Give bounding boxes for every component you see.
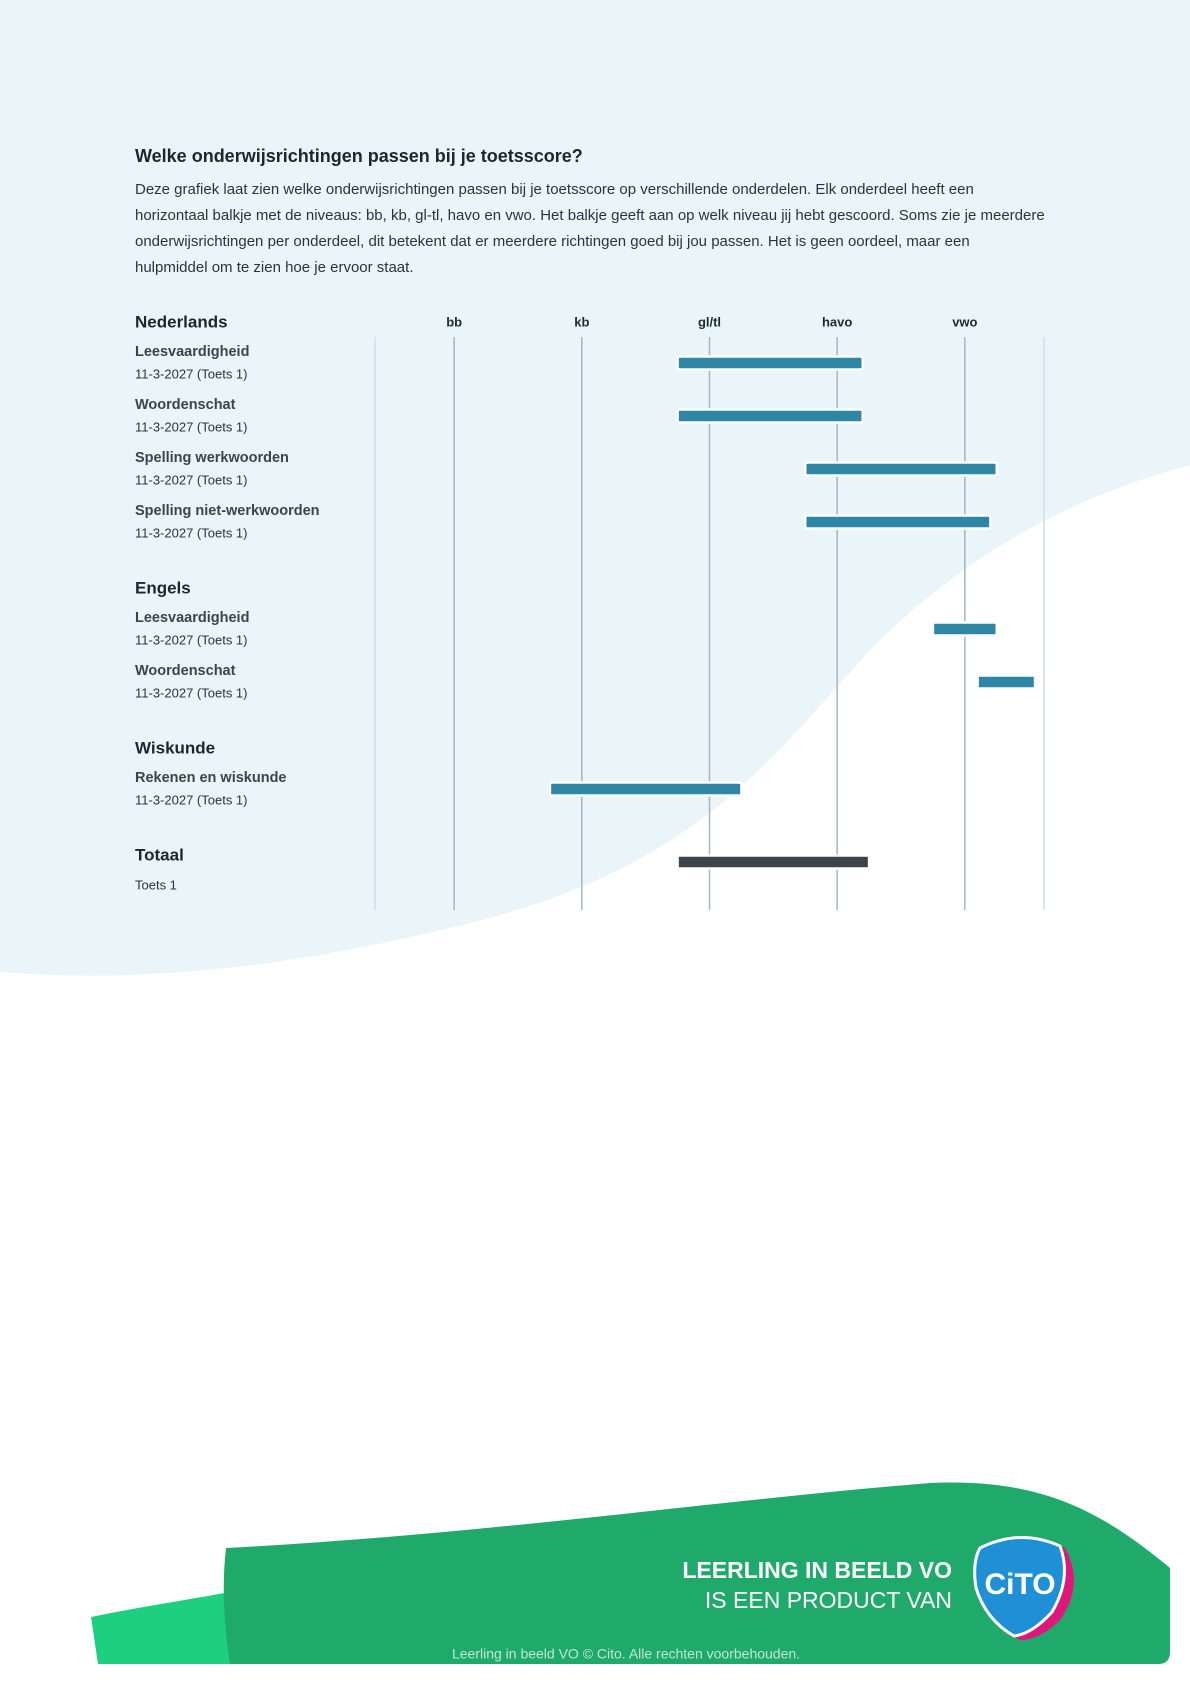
footer-accent [91,1590,240,1664]
background-wave [0,0,1190,976]
header: Welke onderwijsrichtingen passen bij je … [135,146,1045,281]
logo-text: CiTO [984,1568,1055,1601]
group-title: Engels [135,578,191,597]
item-date: 11-3-2027 (Toets 1) [135,525,248,540]
item-label: Woordenschat [135,397,236,413]
range-bar [676,355,864,371]
range-bar [548,781,743,797]
total-title: Totaal [135,845,184,864]
total-label: Toets 1 [135,877,177,892]
title: Welke onderwijsrichtingen passen bij je … [135,146,583,166]
range-bar [804,514,992,530]
item-date: 11-3-2027 (Toets 1) [135,419,248,434]
copyright: Leerling in beeld VO © Cito. Alle rechte… [452,1646,800,1662]
footer-line: IS EEN PRODUCT VAN [705,1587,952,1613]
intro: Deze grafiek laat zien welke onderwijsri… [135,181,1045,276]
item-date: 11-3-2027 (Toets 1) [135,366,248,381]
item-label: Leesvaardigheid [135,344,249,360]
chart: bb kb gl/tl havo vwo Nederlands Leesvaardighei… [135,312,1045,910]
item-label: Rekenen en wiskunde [135,770,287,786]
x-tick-label: havo [822,314,852,329]
footer-line: LEERLING IN BEELD VO [682,1557,952,1583]
range-bar [676,408,864,424]
item-label: Woordenschat [135,663,236,679]
item-date: 11-3-2027 (Toets 1) [135,685,248,700]
x-tick-label: gl/tl [698,314,721,329]
range-bar [804,461,999,477]
item-date: 11-3-2027 (Toets 1) [135,792,248,807]
item-date: 11-3-2027 (Toets 1) [135,472,248,487]
item-label: Leesvaardigheid [135,610,249,626]
range-bar [931,621,999,637]
item-label: Spelling werkwoorden [135,450,289,466]
range-bar [976,674,1037,690]
group-title: Nederlands [135,312,228,331]
item-label: Spelling niet-werkwoorden [135,503,320,519]
x-tick-label: bb [446,314,462,329]
footer-band [223,1482,1170,1664]
x-tick-label: kb [574,314,589,329]
group-title: Wiskunde [135,738,215,757]
range-bar [676,854,871,870]
item-date: 11-3-2027 (Toets 1) [135,632,248,647]
x-tick-label: vwo [952,314,977,329]
cito-logo: CiTO [973,1536,1074,1640]
